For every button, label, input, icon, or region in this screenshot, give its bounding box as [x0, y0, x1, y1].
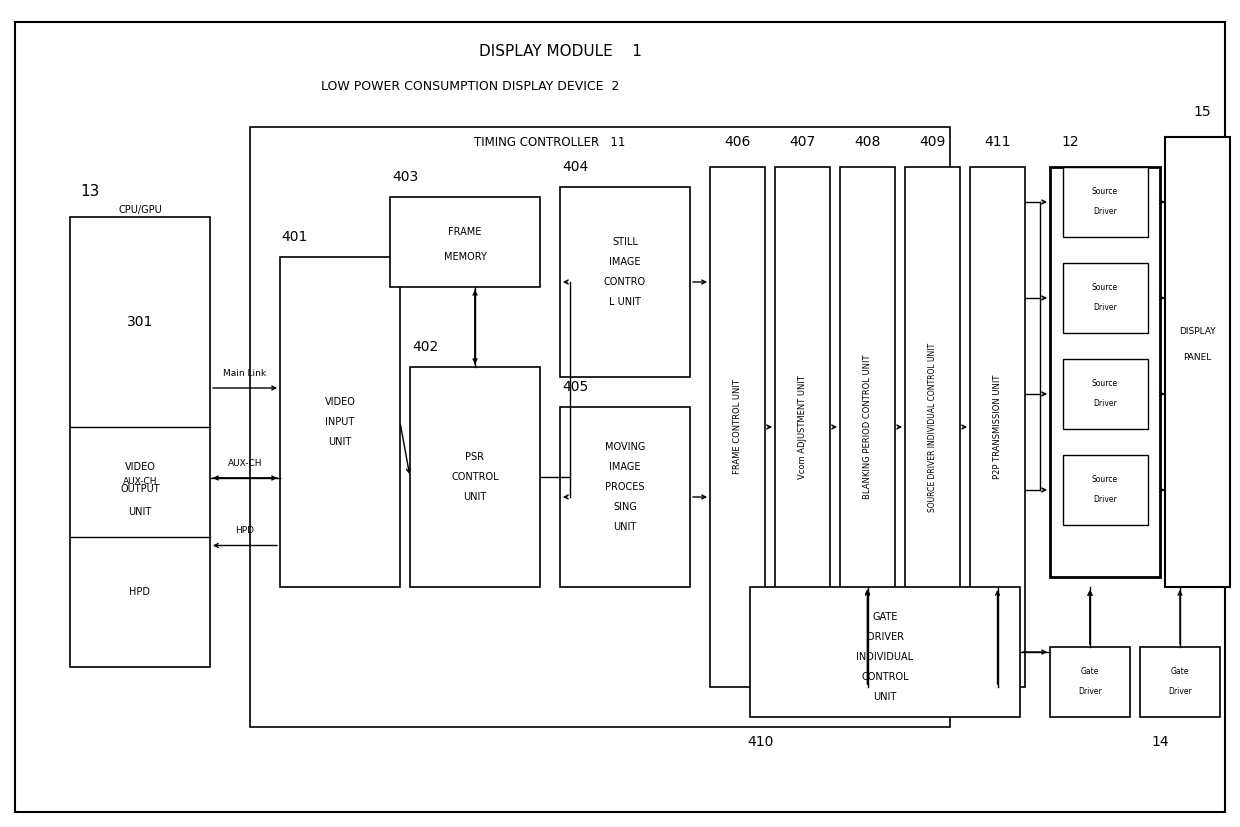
Text: INDIVIDUAL: INDIVIDUAL	[857, 652, 914, 662]
Text: 14: 14	[1151, 735, 1169, 749]
Text: TIMING CONTROLLER   11: TIMING CONTROLLER 11	[475, 136, 626, 149]
Text: Driver: Driver	[1168, 687, 1192, 696]
Text: CPU/GPU: CPU/GPU	[118, 205, 162, 215]
Text: CONTROL: CONTROL	[451, 472, 498, 482]
Bar	[750, 587, 1021, 717]
Text: Driver: Driver	[1094, 208, 1117, 217]
Text: MOVING: MOVING	[605, 442, 645, 452]
Text: 401: 401	[281, 230, 309, 244]
Bar	[1050, 167, 1159, 577]
Text: DRIVER: DRIVER	[867, 632, 904, 642]
Bar	[1063, 263, 1147, 333]
Text: GATE: GATE	[872, 612, 898, 622]
Text: MEMORY: MEMORY	[444, 252, 486, 262]
Text: P2P TRANSMISSION UNIT: P2P TRANSMISSION UNIT	[993, 375, 1002, 479]
Text: Driver: Driver	[1094, 399, 1117, 409]
Text: 408: 408	[854, 135, 880, 149]
Bar	[560, 407, 689, 587]
Text: IMAGE: IMAGE	[609, 257, 641, 267]
Text: STILL: STILL	[613, 237, 637, 247]
Bar	[1140, 647, 1220, 717]
Text: PROCES: PROCES	[605, 482, 645, 492]
Text: AUX-CH: AUX-CH	[123, 477, 157, 486]
Text: 411: 411	[985, 135, 1011, 149]
Text: 301: 301	[126, 315, 154, 329]
Bar	[970, 167, 1025, 687]
Text: 406: 406	[724, 135, 750, 149]
Text: HPD: HPD	[236, 526, 254, 535]
Text: Source: Source	[1092, 476, 1118, 485]
Text: 407: 407	[790, 135, 816, 149]
Bar	[560, 187, 689, 377]
Text: DISPLAY: DISPLAY	[1179, 327, 1215, 337]
Text: 12: 12	[1061, 135, 1079, 149]
Text: Source: Source	[1092, 380, 1118, 389]
Bar	[391, 197, 539, 287]
Text: 402: 402	[412, 340, 438, 354]
Text: 409: 409	[919, 135, 946, 149]
Text: SOURCE DRIVER INDIVIDUAL CONTROL UNIT: SOURCE DRIVER INDIVIDUAL CONTROL UNIT	[928, 342, 937, 512]
Text: 405: 405	[562, 380, 588, 394]
Text: Gate: Gate	[1081, 667, 1099, 676]
Text: FRAME: FRAME	[449, 227, 481, 237]
Bar	[1063, 359, 1147, 429]
Text: 403: 403	[392, 170, 418, 184]
Bar	[711, 167, 765, 687]
Text: Vcom ADJUSTMENT UNIT: Vcom ADJUSTMENT UNIT	[799, 375, 807, 479]
Text: Source: Source	[1092, 188, 1118, 197]
Text: VIDEO: VIDEO	[124, 462, 155, 472]
Text: Driver: Driver	[1078, 687, 1102, 696]
Text: CONTRO: CONTRO	[604, 277, 646, 287]
Bar	[1063, 167, 1147, 237]
Text: HPD: HPD	[129, 587, 150, 597]
Text: FRAME CONTROL UNIT: FRAME CONTROL UNIT	[733, 380, 742, 475]
Text: Driver: Driver	[1094, 304, 1117, 313]
Text: PSR: PSR	[465, 452, 485, 462]
Text: Source: Source	[1092, 284, 1118, 293]
Text: L UNIT: L UNIT	[609, 297, 641, 307]
Text: LOW POWER CONSUMPTION DISPLAY DEVICE  2: LOW POWER CONSUMPTION DISPLAY DEVICE 2	[321, 80, 619, 93]
Text: UNIT: UNIT	[464, 492, 486, 502]
Text: AUX-CH: AUX-CH	[228, 458, 262, 467]
Text: BLANKING PERIOD CONTROL UNIT: BLANKING PERIOD CONTROL UNIT	[863, 355, 872, 500]
Bar	[839, 167, 895, 687]
Text: 13: 13	[81, 184, 99, 199]
Text: UNIT: UNIT	[614, 522, 636, 532]
Text: IMAGE: IMAGE	[609, 462, 641, 472]
Text: PANEL: PANEL	[1183, 352, 1211, 361]
Bar	[1050, 647, 1130, 717]
Text: 410: 410	[746, 735, 774, 749]
Bar	[69, 217, 210, 667]
Bar	[775, 167, 830, 687]
Bar	[280, 257, 401, 587]
Bar	[1063, 455, 1147, 525]
Text: CONTROL: CONTROL	[862, 672, 909, 682]
Text: Main Link: Main Link	[223, 369, 267, 377]
Bar	[45, 62, 1115, 792]
Text: VIDEO: VIDEO	[325, 397, 356, 407]
Text: 15: 15	[1194, 105, 1211, 119]
Text: OUTPUT: OUTPUT	[120, 484, 160, 494]
Bar	[250, 127, 950, 727]
Text: UNIT: UNIT	[329, 437, 352, 447]
Bar	[410, 367, 539, 587]
Text: INPUT: INPUT	[325, 417, 355, 427]
Text: 404: 404	[562, 160, 588, 174]
Text: Driver: Driver	[1094, 495, 1117, 504]
Text: SING: SING	[613, 502, 637, 512]
Text: DISPLAY MODULE    1: DISPLAY MODULE 1	[479, 45, 641, 60]
Text: Gate: Gate	[1171, 667, 1189, 676]
Bar	[1166, 137, 1230, 587]
Text: UNIT: UNIT	[129, 507, 151, 517]
Bar	[905, 167, 960, 687]
Text: UNIT: UNIT	[873, 692, 897, 702]
